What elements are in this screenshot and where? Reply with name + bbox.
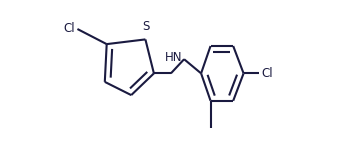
Text: Cl: Cl [261,67,272,80]
Text: Cl: Cl [64,22,75,35]
Text: S: S [143,20,150,33]
Text: HN: HN [165,51,183,64]
